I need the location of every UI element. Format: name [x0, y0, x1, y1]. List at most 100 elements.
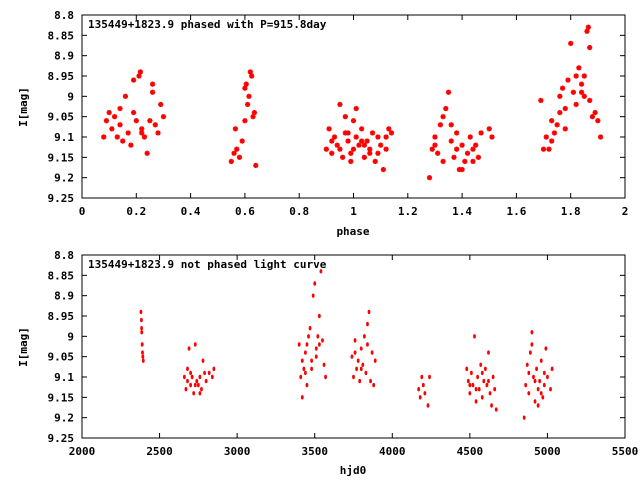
- unphased-ytick-label: 8.8: [54, 249, 74, 262]
- phased-data-point: [551, 130, 558, 136]
- unphased-data-point: [361, 362, 365, 367]
- unphased-xtick-label: 3000: [224, 445, 251, 458]
- unphased-data-point: [527, 370, 531, 376]
- phased-data-point: [470, 146, 476, 152]
- phased-xtick-label: 1: [350, 205, 357, 218]
- unphased-data-point: [304, 350, 307, 355]
- marker-core: [455, 131, 459, 135]
- unphased-data-point: [193, 342, 197, 347]
- marker-core: [131, 78, 136, 82]
- phased-data-point: [103, 118, 110, 124]
- marker-core: [441, 115, 445, 119]
- marker-core: [558, 94, 562, 98]
- marker-core: [142, 135, 147, 139]
- unphased-data-point: [533, 399, 537, 404]
- unphased-data-point: [207, 370, 211, 376]
- unphased-data-point: [314, 354, 318, 359]
- unphased-data-point: [302, 366, 306, 372]
- unphased-data-point: [193, 382, 197, 388]
- marker-core: [156, 131, 160, 135]
- unphased-ytick-label: 8.95: [48, 310, 75, 323]
- phased-ytick-label: 9: [67, 90, 74, 103]
- phased-data-point: [342, 114, 348, 120]
- phased-data-point: [380, 166, 386, 173]
- phased-data-point: [576, 65, 582, 71]
- marker-core: [463, 159, 467, 163]
- phased-data-point: [486, 126, 492, 132]
- unphased-data-point: [140, 317, 143, 323]
- unphased-xtick-label: 4000: [379, 445, 406, 458]
- unphased-data-point: [201, 358, 205, 363]
- marker-core: [384, 135, 388, 139]
- unphased-xtick-label: 5500: [612, 445, 639, 458]
- marker-core: [577, 66, 581, 70]
- marker-core: [229, 159, 233, 163]
- unphased-data-point: [487, 350, 490, 355]
- unphased-data-point: [364, 370, 368, 376]
- phased-xtick-label: 0.4: [181, 205, 201, 218]
- unphased-data-point: [356, 358, 360, 363]
- phased-data-point: [133, 118, 139, 124]
- phased-data-point: [340, 154, 346, 160]
- unphased-data-point: [192, 391, 196, 396]
- unphased-data-point: [490, 403, 493, 408]
- unphased-plot-title: 135449+1823.9 not phased light curve: [88, 258, 327, 271]
- phased-data-point: [429, 146, 435, 152]
- phased-data-point: [158, 101, 164, 108]
- marker-core: [446, 90, 451, 94]
- phased-data-point: [454, 146, 460, 152]
- phased-data-point: [160, 114, 167, 120]
- phased-data-point: [359, 138, 365, 144]
- unphased-data-point: [487, 378, 490, 384]
- marker-core: [237, 155, 242, 159]
- phased-ytick-label: 8.8: [54, 9, 74, 22]
- unphased-data-point: [314, 346, 318, 351]
- unphased-data-point: [466, 378, 470, 384]
- phased-data-point: [451, 154, 457, 160]
- marker-core: [452, 155, 456, 159]
- marker-core: [596, 119, 600, 123]
- phased-data-point: [383, 146, 389, 152]
- unphased-data-point: [530, 330, 534, 335]
- unphased-data-point: [527, 391, 531, 396]
- marker-core: [145, 151, 149, 155]
- phased-data-point: [253, 162, 259, 169]
- unphased-xtick-label: 5000: [534, 445, 561, 458]
- marker-core: [379, 143, 383, 147]
- phased-data-point: [573, 101, 579, 108]
- unphased-data-point: [321, 338, 324, 343]
- phased-ytick-label: 9.1: [54, 131, 74, 144]
- marker-core: [441, 159, 445, 163]
- unphased-data-point: [539, 358, 543, 363]
- unphased-data-point: [474, 399, 478, 404]
- unphased-data-point: [479, 362, 483, 367]
- phased-data-point: [234, 146, 240, 152]
- phased-plot-panel: 135449+1823.9 phased with P=915.8day pha…: [17, 9, 628, 238]
- phased-plot-xticks: 0 0.2 0.4 0.6 0.8 1 1.2 1.4 1.6 1.8 2: [79, 15, 628, 218]
- marker-core: [544, 135, 548, 139]
- phased-data-point: [540, 146, 547, 152]
- phased-data-point: [249, 73, 255, 79]
- unphased-data-point: [353, 338, 357, 343]
- phased-data-point: [489, 134, 495, 140]
- unphased-data-point: [549, 387, 552, 392]
- phased-data-point: [585, 24, 591, 30]
- phased-data-point: [117, 122, 123, 128]
- marker-core: [126, 131, 130, 135]
- unphased-ytick-label: 9.15: [48, 391, 75, 404]
- unphased-data-point: [546, 374, 549, 380]
- phased-data-point: [546, 146, 552, 152]
- phased-data-point: [592, 110, 598, 116]
- phased-data-point: [348, 150, 354, 156]
- unphased-data-point: [304, 370, 307, 376]
- marker-core: [389, 131, 394, 135]
- unphased-data-point: [477, 387, 481, 392]
- phased-data-point: [348, 158, 354, 164]
- unphased-data-point: [319, 269, 323, 274]
- phased-data-point: [139, 126, 145, 132]
- marker-core: [552, 131, 557, 135]
- phased-data-point: [467, 134, 473, 140]
- phased-data-point: [432, 142, 438, 148]
- marker-core: [118, 123, 122, 127]
